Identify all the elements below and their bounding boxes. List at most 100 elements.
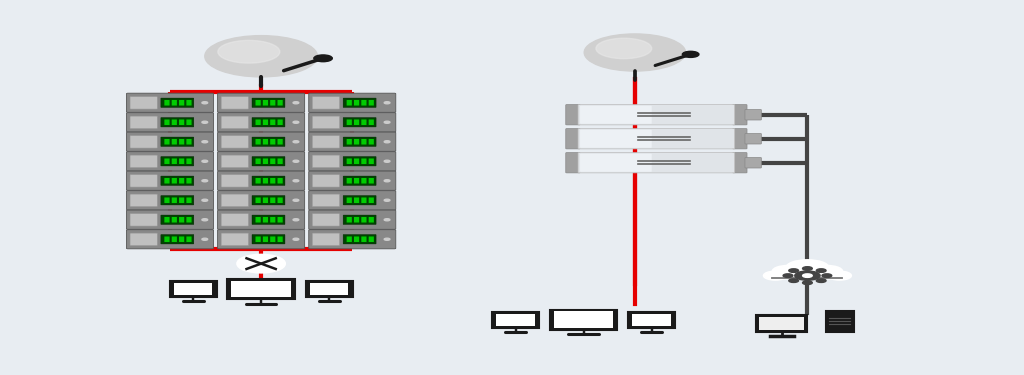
FancyBboxPatch shape [252, 117, 285, 127]
FancyBboxPatch shape [578, 153, 735, 173]
Circle shape [313, 55, 332, 62]
FancyBboxPatch shape [565, 129, 580, 149]
FancyBboxPatch shape [130, 194, 158, 207]
FancyBboxPatch shape [263, 159, 268, 164]
FancyBboxPatch shape [361, 178, 367, 183]
FancyBboxPatch shape [361, 217, 367, 222]
FancyBboxPatch shape [218, 132, 305, 151]
FancyBboxPatch shape [256, 237, 261, 242]
FancyBboxPatch shape [565, 105, 580, 125]
FancyBboxPatch shape [369, 139, 374, 144]
FancyBboxPatch shape [369, 178, 374, 183]
FancyBboxPatch shape [172, 178, 177, 183]
FancyBboxPatch shape [278, 120, 283, 125]
FancyBboxPatch shape [252, 196, 285, 205]
FancyBboxPatch shape [161, 156, 194, 166]
FancyBboxPatch shape [172, 198, 177, 203]
FancyBboxPatch shape [347, 139, 352, 144]
FancyBboxPatch shape [221, 233, 249, 246]
FancyBboxPatch shape [179, 100, 184, 105]
FancyBboxPatch shape [369, 100, 374, 105]
FancyBboxPatch shape [309, 112, 396, 132]
FancyBboxPatch shape [186, 139, 191, 144]
FancyBboxPatch shape [218, 112, 305, 132]
FancyBboxPatch shape [343, 196, 376, 205]
FancyBboxPatch shape [771, 272, 844, 280]
FancyBboxPatch shape [343, 137, 376, 146]
FancyBboxPatch shape [343, 117, 376, 127]
Circle shape [764, 272, 787, 280]
FancyBboxPatch shape [218, 93, 305, 112]
FancyBboxPatch shape [554, 312, 613, 328]
FancyBboxPatch shape [218, 171, 305, 190]
FancyBboxPatch shape [347, 178, 352, 183]
FancyBboxPatch shape [256, 159, 261, 164]
FancyBboxPatch shape [165, 198, 170, 203]
FancyBboxPatch shape [165, 217, 170, 222]
FancyBboxPatch shape [130, 136, 158, 148]
FancyBboxPatch shape [252, 156, 285, 166]
FancyBboxPatch shape [221, 214, 249, 226]
FancyBboxPatch shape [347, 198, 352, 203]
FancyBboxPatch shape [744, 158, 761, 168]
FancyBboxPatch shape [165, 100, 170, 105]
FancyBboxPatch shape [179, 198, 184, 203]
FancyBboxPatch shape [270, 120, 275, 125]
FancyBboxPatch shape [278, 217, 283, 222]
Circle shape [384, 121, 390, 123]
FancyBboxPatch shape [263, 217, 268, 222]
FancyBboxPatch shape [256, 217, 261, 222]
FancyBboxPatch shape [270, 159, 275, 164]
FancyBboxPatch shape [629, 312, 675, 328]
FancyBboxPatch shape [312, 155, 340, 168]
FancyBboxPatch shape [732, 129, 746, 149]
FancyBboxPatch shape [186, 217, 191, 222]
FancyBboxPatch shape [179, 159, 184, 164]
FancyBboxPatch shape [347, 237, 352, 242]
Circle shape [202, 141, 208, 143]
FancyBboxPatch shape [221, 194, 249, 207]
FancyBboxPatch shape [130, 116, 158, 129]
Circle shape [202, 180, 208, 182]
FancyBboxPatch shape [278, 100, 283, 105]
FancyBboxPatch shape [186, 237, 191, 242]
FancyBboxPatch shape [218, 152, 305, 171]
FancyBboxPatch shape [354, 159, 359, 164]
FancyBboxPatch shape [161, 98, 194, 107]
FancyBboxPatch shape [732, 153, 746, 173]
FancyBboxPatch shape [256, 139, 261, 144]
FancyBboxPatch shape [130, 97, 158, 109]
FancyBboxPatch shape [186, 198, 191, 203]
FancyBboxPatch shape [127, 230, 214, 249]
FancyBboxPatch shape [256, 198, 261, 203]
FancyBboxPatch shape [278, 139, 283, 144]
FancyBboxPatch shape [127, 112, 214, 132]
FancyBboxPatch shape [165, 178, 170, 183]
Circle shape [816, 269, 826, 272]
Circle shape [384, 219, 390, 221]
FancyBboxPatch shape [369, 237, 374, 242]
FancyBboxPatch shape [278, 198, 283, 203]
FancyBboxPatch shape [161, 235, 194, 244]
FancyBboxPatch shape [361, 159, 367, 164]
FancyBboxPatch shape [732, 105, 746, 125]
Circle shape [293, 238, 299, 240]
FancyBboxPatch shape [369, 198, 374, 203]
Circle shape [803, 267, 812, 270]
FancyBboxPatch shape [161, 117, 194, 127]
Circle shape [682, 51, 699, 57]
FancyBboxPatch shape [309, 230, 396, 249]
FancyBboxPatch shape [179, 120, 184, 125]
FancyBboxPatch shape [354, 139, 359, 144]
Circle shape [384, 102, 390, 104]
FancyBboxPatch shape [227, 279, 295, 299]
FancyBboxPatch shape [172, 139, 177, 144]
FancyBboxPatch shape [161, 137, 194, 146]
FancyBboxPatch shape [744, 110, 761, 120]
FancyBboxPatch shape [347, 100, 352, 105]
FancyBboxPatch shape [354, 237, 359, 242]
FancyBboxPatch shape [263, 178, 268, 183]
FancyBboxPatch shape [174, 284, 212, 295]
FancyBboxPatch shape [256, 100, 261, 105]
FancyBboxPatch shape [161, 176, 194, 185]
